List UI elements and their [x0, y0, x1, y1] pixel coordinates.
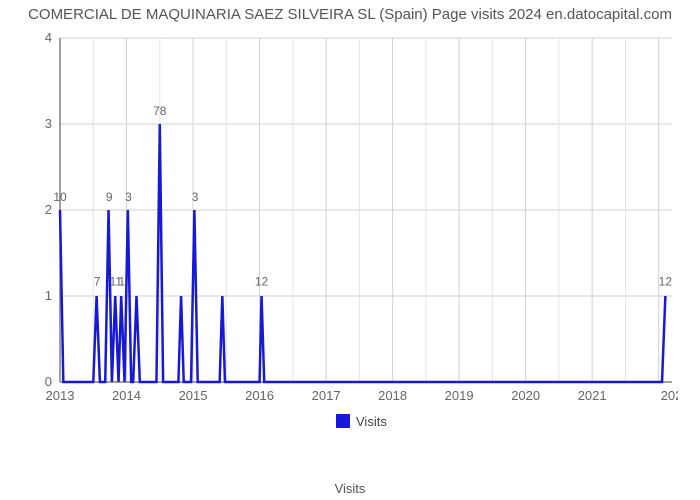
point-label: 12 — [255, 274, 269, 288]
point-label: 9 — [106, 190, 113, 204]
x-tick-label: 2021 — [578, 388, 607, 403]
point-label: 12 — [659, 274, 673, 288]
point-label: 7 — [94, 274, 101, 288]
x-tick-label: 2015 — [179, 388, 208, 403]
point-label: 3 — [125, 190, 132, 204]
y-tick-label: 0 — [45, 374, 52, 389]
y-tick-label: 1 — [45, 288, 52, 303]
line-chart-svg: 0123420132014201520162017201820192020202… — [38, 30, 678, 430]
legend-label: Visits — [356, 414, 387, 429]
point-label: 78 — [153, 104, 167, 118]
x-tick-label: 2019 — [445, 388, 474, 403]
y-tick-label: 2 — [45, 202, 52, 217]
x-tick-label: 2014 — [112, 388, 141, 403]
point-label: 1 — [119, 274, 126, 288]
visits-line — [60, 124, 665, 382]
x-tick-label: 202 — [661, 388, 678, 403]
x-tick-label: 2016 — [245, 388, 274, 403]
x-tick-label: 2013 — [46, 388, 75, 403]
point-label: 3 — [192, 190, 199, 204]
y-tick-label: 4 — [45, 30, 52, 45]
legend-swatch — [336, 414, 350, 428]
x-axis-label: Visits — [0, 481, 700, 496]
chart-area: 0123420132014201520162017201820192020202… — [38, 30, 678, 430]
point-label: 10 — [53, 190, 67, 204]
x-tick-label: 2017 — [312, 388, 341, 403]
x-tick-label: 2018 — [378, 388, 407, 403]
y-tick-label: 3 — [45, 116, 52, 131]
chart-title: COMERCIAL DE MAQUINARIA SAEZ SILVEIRA SL… — [0, 0, 700, 23]
x-tick-label: 2020 — [511, 388, 540, 403]
